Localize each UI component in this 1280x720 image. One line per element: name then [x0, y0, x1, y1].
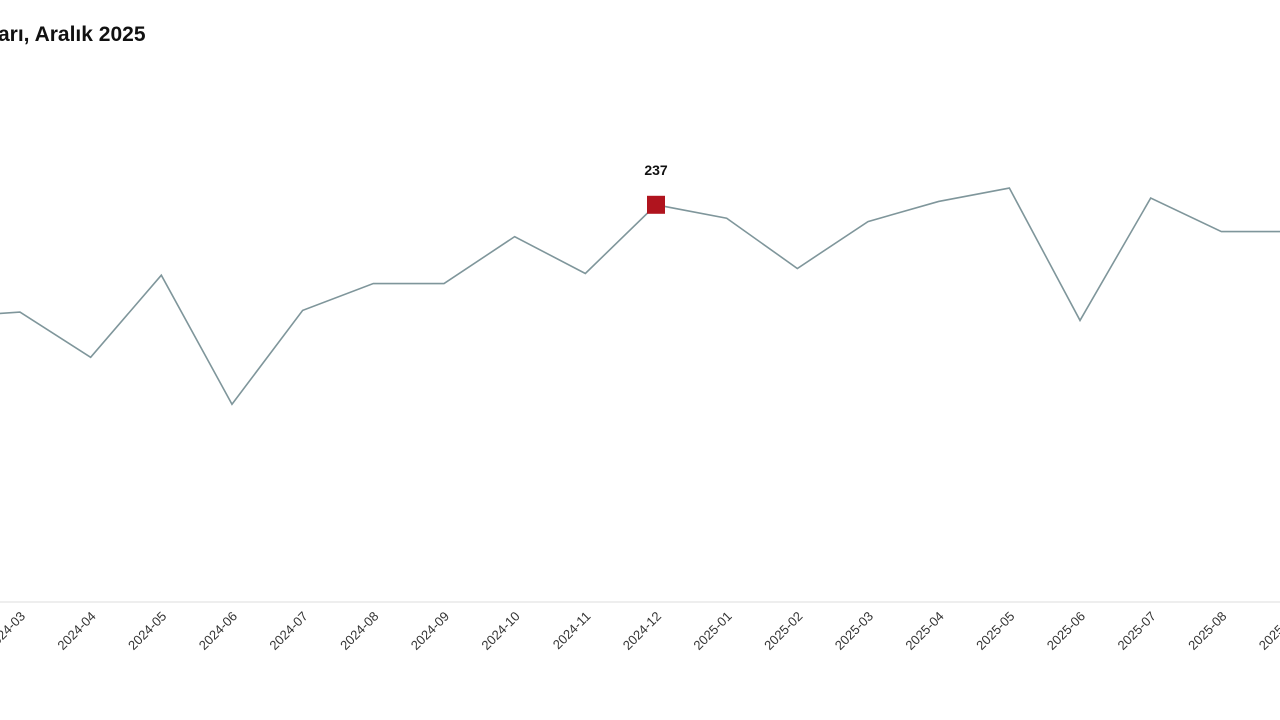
chart-title: arı, Aralık 2025: [0, 23, 146, 46]
x-tick-label: 2025-07: [1114, 609, 1158, 653]
x-tick-label: 2024-11: [550, 609, 594, 653]
x-tick-label: 2025-04: [902, 609, 946, 653]
x-tick-label: 2025-06: [1044, 609, 1088, 653]
x-tick-label: 2024-03: [0, 609, 28, 653]
x-tick-label: 2025-09: [1256, 609, 1280, 653]
x-tick-label: 2024-10: [478, 609, 522, 653]
x-tick-label: 2024-08: [337, 609, 381, 653]
x-tick-label: 2024-09: [408, 609, 452, 653]
line: [0, 187, 1280, 406]
x-tick-label: 2025-01: [690, 609, 734, 653]
x-tick-label: 2025-05: [973, 609, 1017, 653]
x-tick-label: 2024-07: [266, 609, 310, 653]
x-tick-label: 2024-12: [620, 609, 664, 653]
x-tick-label: 2025-08: [1185, 609, 1229, 653]
highlight-marker: [647, 195, 665, 214]
x-tick-label: 2024-06: [196, 609, 240, 653]
x-tick-label: 2025-02: [761, 609, 805, 653]
x-tick-label: 2024-05: [125, 609, 169, 653]
x-tick-label: 2024-04: [54, 609, 98, 653]
x-tick-label: 2025-03: [832, 609, 876, 653]
data-label: 237: [644, 162, 668, 178]
